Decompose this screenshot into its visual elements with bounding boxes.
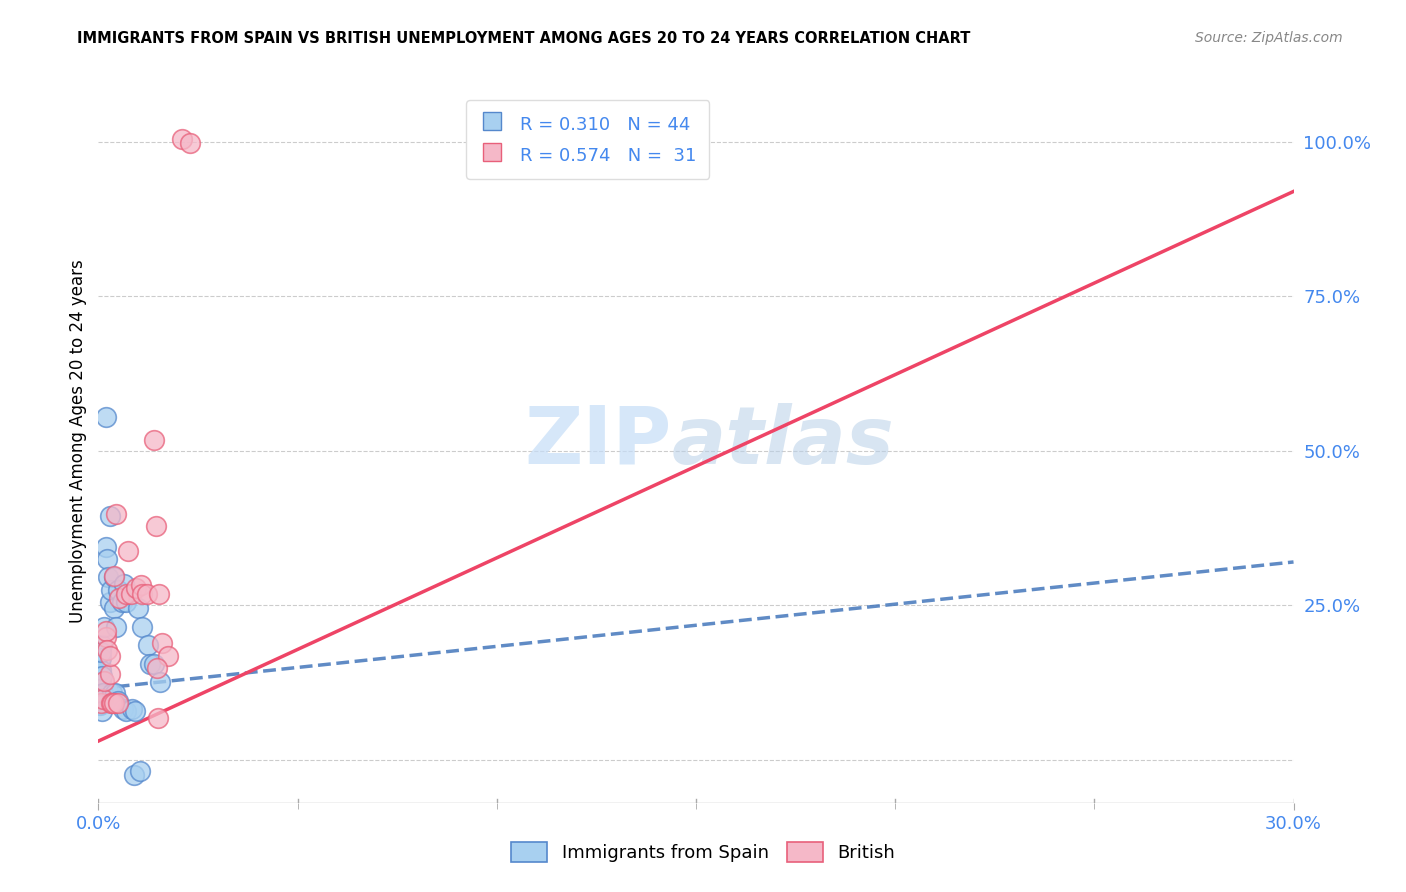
Text: ZIP: ZIP xyxy=(524,402,672,481)
Point xyxy=(98,648,122,663)
Point xyxy=(89,698,111,713)
Point xyxy=(103,570,125,584)
Point xyxy=(89,657,111,671)
Point xyxy=(172,132,194,146)
Point xyxy=(91,692,114,706)
Point xyxy=(107,694,129,708)
Text: atlas: atlas xyxy=(672,402,894,481)
Text: Source: ZipAtlas.com: Source: ZipAtlas.com xyxy=(1195,31,1343,45)
Point xyxy=(90,675,112,690)
Point xyxy=(146,661,169,675)
Point xyxy=(139,657,162,671)
Point xyxy=(96,409,118,424)
Point xyxy=(107,696,129,710)
Point xyxy=(114,595,136,609)
Point xyxy=(89,694,111,708)
Point xyxy=(112,576,135,591)
Point xyxy=(90,696,112,710)
Point xyxy=(104,686,127,700)
Point xyxy=(93,673,115,688)
Point xyxy=(90,644,112,658)
Point xyxy=(98,508,121,523)
Point xyxy=(105,507,128,521)
Point xyxy=(96,624,118,639)
Point xyxy=(150,636,173,650)
Point xyxy=(107,582,129,597)
Point xyxy=(148,587,170,601)
Point xyxy=(131,587,153,601)
Point xyxy=(90,638,112,652)
Point xyxy=(90,663,112,677)
Point xyxy=(98,667,121,681)
Point xyxy=(103,601,125,615)
Point xyxy=(91,669,114,683)
Point xyxy=(136,587,159,601)
Point xyxy=(103,568,125,582)
Point xyxy=(143,657,166,671)
Point xyxy=(96,642,118,657)
Point xyxy=(93,620,115,634)
Point xyxy=(100,696,122,710)
Point xyxy=(131,578,153,592)
Point xyxy=(98,595,122,609)
Point xyxy=(127,601,149,615)
Point xyxy=(90,705,112,719)
Point xyxy=(148,710,170,724)
Point xyxy=(94,630,117,644)
Point xyxy=(90,650,112,665)
Point xyxy=(94,540,117,554)
Point xyxy=(157,648,180,663)
Point xyxy=(105,620,128,634)
Point xyxy=(114,705,136,719)
Point xyxy=(149,675,172,690)
Point xyxy=(115,587,138,601)
Point xyxy=(111,595,134,609)
Y-axis label: Unemployment Among Ages 20 to 24 years: Unemployment Among Ages 20 to 24 years xyxy=(69,260,87,624)
Point xyxy=(179,136,201,151)
Point xyxy=(108,591,131,605)
Point xyxy=(143,433,166,447)
Point xyxy=(90,688,112,702)
Point xyxy=(100,696,122,710)
Point xyxy=(112,702,135,716)
Point xyxy=(96,552,118,566)
Point xyxy=(100,582,122,597)
Point xyxy=(101,686,124,700)
Point xyxy=(120,587,142,601)
Legend: R = 0.310   N = 44, R = 0.574   N =  31: R = 0.310 N = 44, R = 0.574 N = 31 xyxy=(465,100,709,178)
Point xyxy=(129,764,152,778)
Point xyxy=(97,570,120,584)
Point xyxy=(131,620,153,634)
Point xyxy=(124,705,146,719)
Text: IMMIGRANTS FROM SPAIN VS BRITISH UNEMPLOYMENT AMONG AGES 20 TO 24 YEARS CORRELAT: IMMIGRANTS FROM SPAIN VS BRITISH UNEMPLO… xyxy=(77,31,970,46)
Point xyxy=(91,686,114,700)
Point xyxy=(145,519,167,533)
Point xyxy=(91,690,114,705)
Point xyxy=(125,581,148,595)
Point xyxy=(117,544,139,558)
Point xyxy=(89,681,111,696)
Point xyxy=(121,702,143,716)
Point xyxy=(124,768,146,782)
Point xyxy=(136,638,159,652)
Legend: Immigrants from Spain, British: Immigrants from Spain, British xyxy=(503,834,903,870)
Point xyxy=(103,696,125,710)
